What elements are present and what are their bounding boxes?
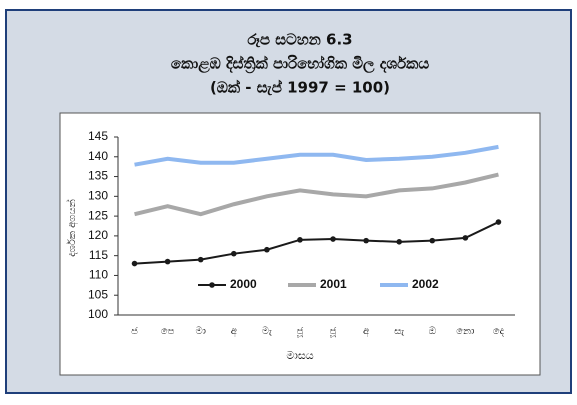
data-point — [429, 237, 436, 244]
x-tick-label: ඔ — [429, 326, 437, 337]
x-tick-label: අ — [231, 326, 237, 337]
y-tick-label: 125 — [88, 208, 108, 222]
x-tick-label: සැ — [394, 326, 404, 337]
y-axis-label: දර්ශක අගයන් — [65, 199, 78, 257]
y-tick-label: 110 — [89, 268, 108, 282]
data-point — [330, 236, 336, 242]
y-tick-label: 145 — [88, 129, 108, 143]
data-point — [164, 258, 171, 265]
legend-label: 2002 — [412, 277, 439, 291]
x-tick-label: ජූ — [296, 326, 303, 337]
y-tick-label: 140 — [88, 149, 108, 163]
legend-label: 2001 — [320, 277, 347, 291]
legend-marker — [209, 282, 215, 288]
x-tick-label: ජූ — [329, 326, 336, 337]
x-tick-label: මැ — [262, 326, 272, 337]
y-tick-label: 130 — [88, 189, 108, 203]
x-tick-label: ජ — [131, 326, 138, 337]
data-point — [396, 239, 403, 245]
data-point — [462, 235, 469, 241]
data-point — [197, 256, 204, 263]
data-point — [230, 250, 237, 257]
data-point — [297, 237, 303, 243]
data-line — [134, 144, 499, 167]
y-tick-label: 135 — [88, 169, 108, 183]
legend-label: 2000 — [230, 277, 257, 291]
y-tick-label: 100 — [88, 307, 108, 321]
x-tick-label: මා — [195, 326, 205, 337]
data-point — [131, 260, 138, 267]
data-line — [134, 221, 499, 265]
data-point — [264, 246, 270, 253]
chart-title: රූප සටහන 6.3 — [247, 31, 352, 49]
y-tick-label: 120 — [88, 228, 108, 242]
x-tick-label: පෙ — [161, 326, 175, 337]
y-tick-label: 105 — [88, 287, 108, 301]
chart-subtitle: කොළඹ දිස්ත්‍රික් පාරිභෝගික මිල දර්ශකය — [171, 54, 429, 74]
x-tick-label: නො — [456, 326, 474, 337]
data-line — [134, 172, 499, 217]
x-tick-label: අ — [363, 326, 369, 337]
x-axis-label: මාසය — [286, 349, 313, 362]
y-tick-label: 115 — [89, 248, 108, 262]
data-point — [495, 219, 502, 225]
x-tick-label: දෙ — [493, 326, 505, 337]
chart-subtitle: (ඔක් - සැප් 1997 = 100) — [210, 78, 390, 96]
data-point — [363, 237, 369, 244]
